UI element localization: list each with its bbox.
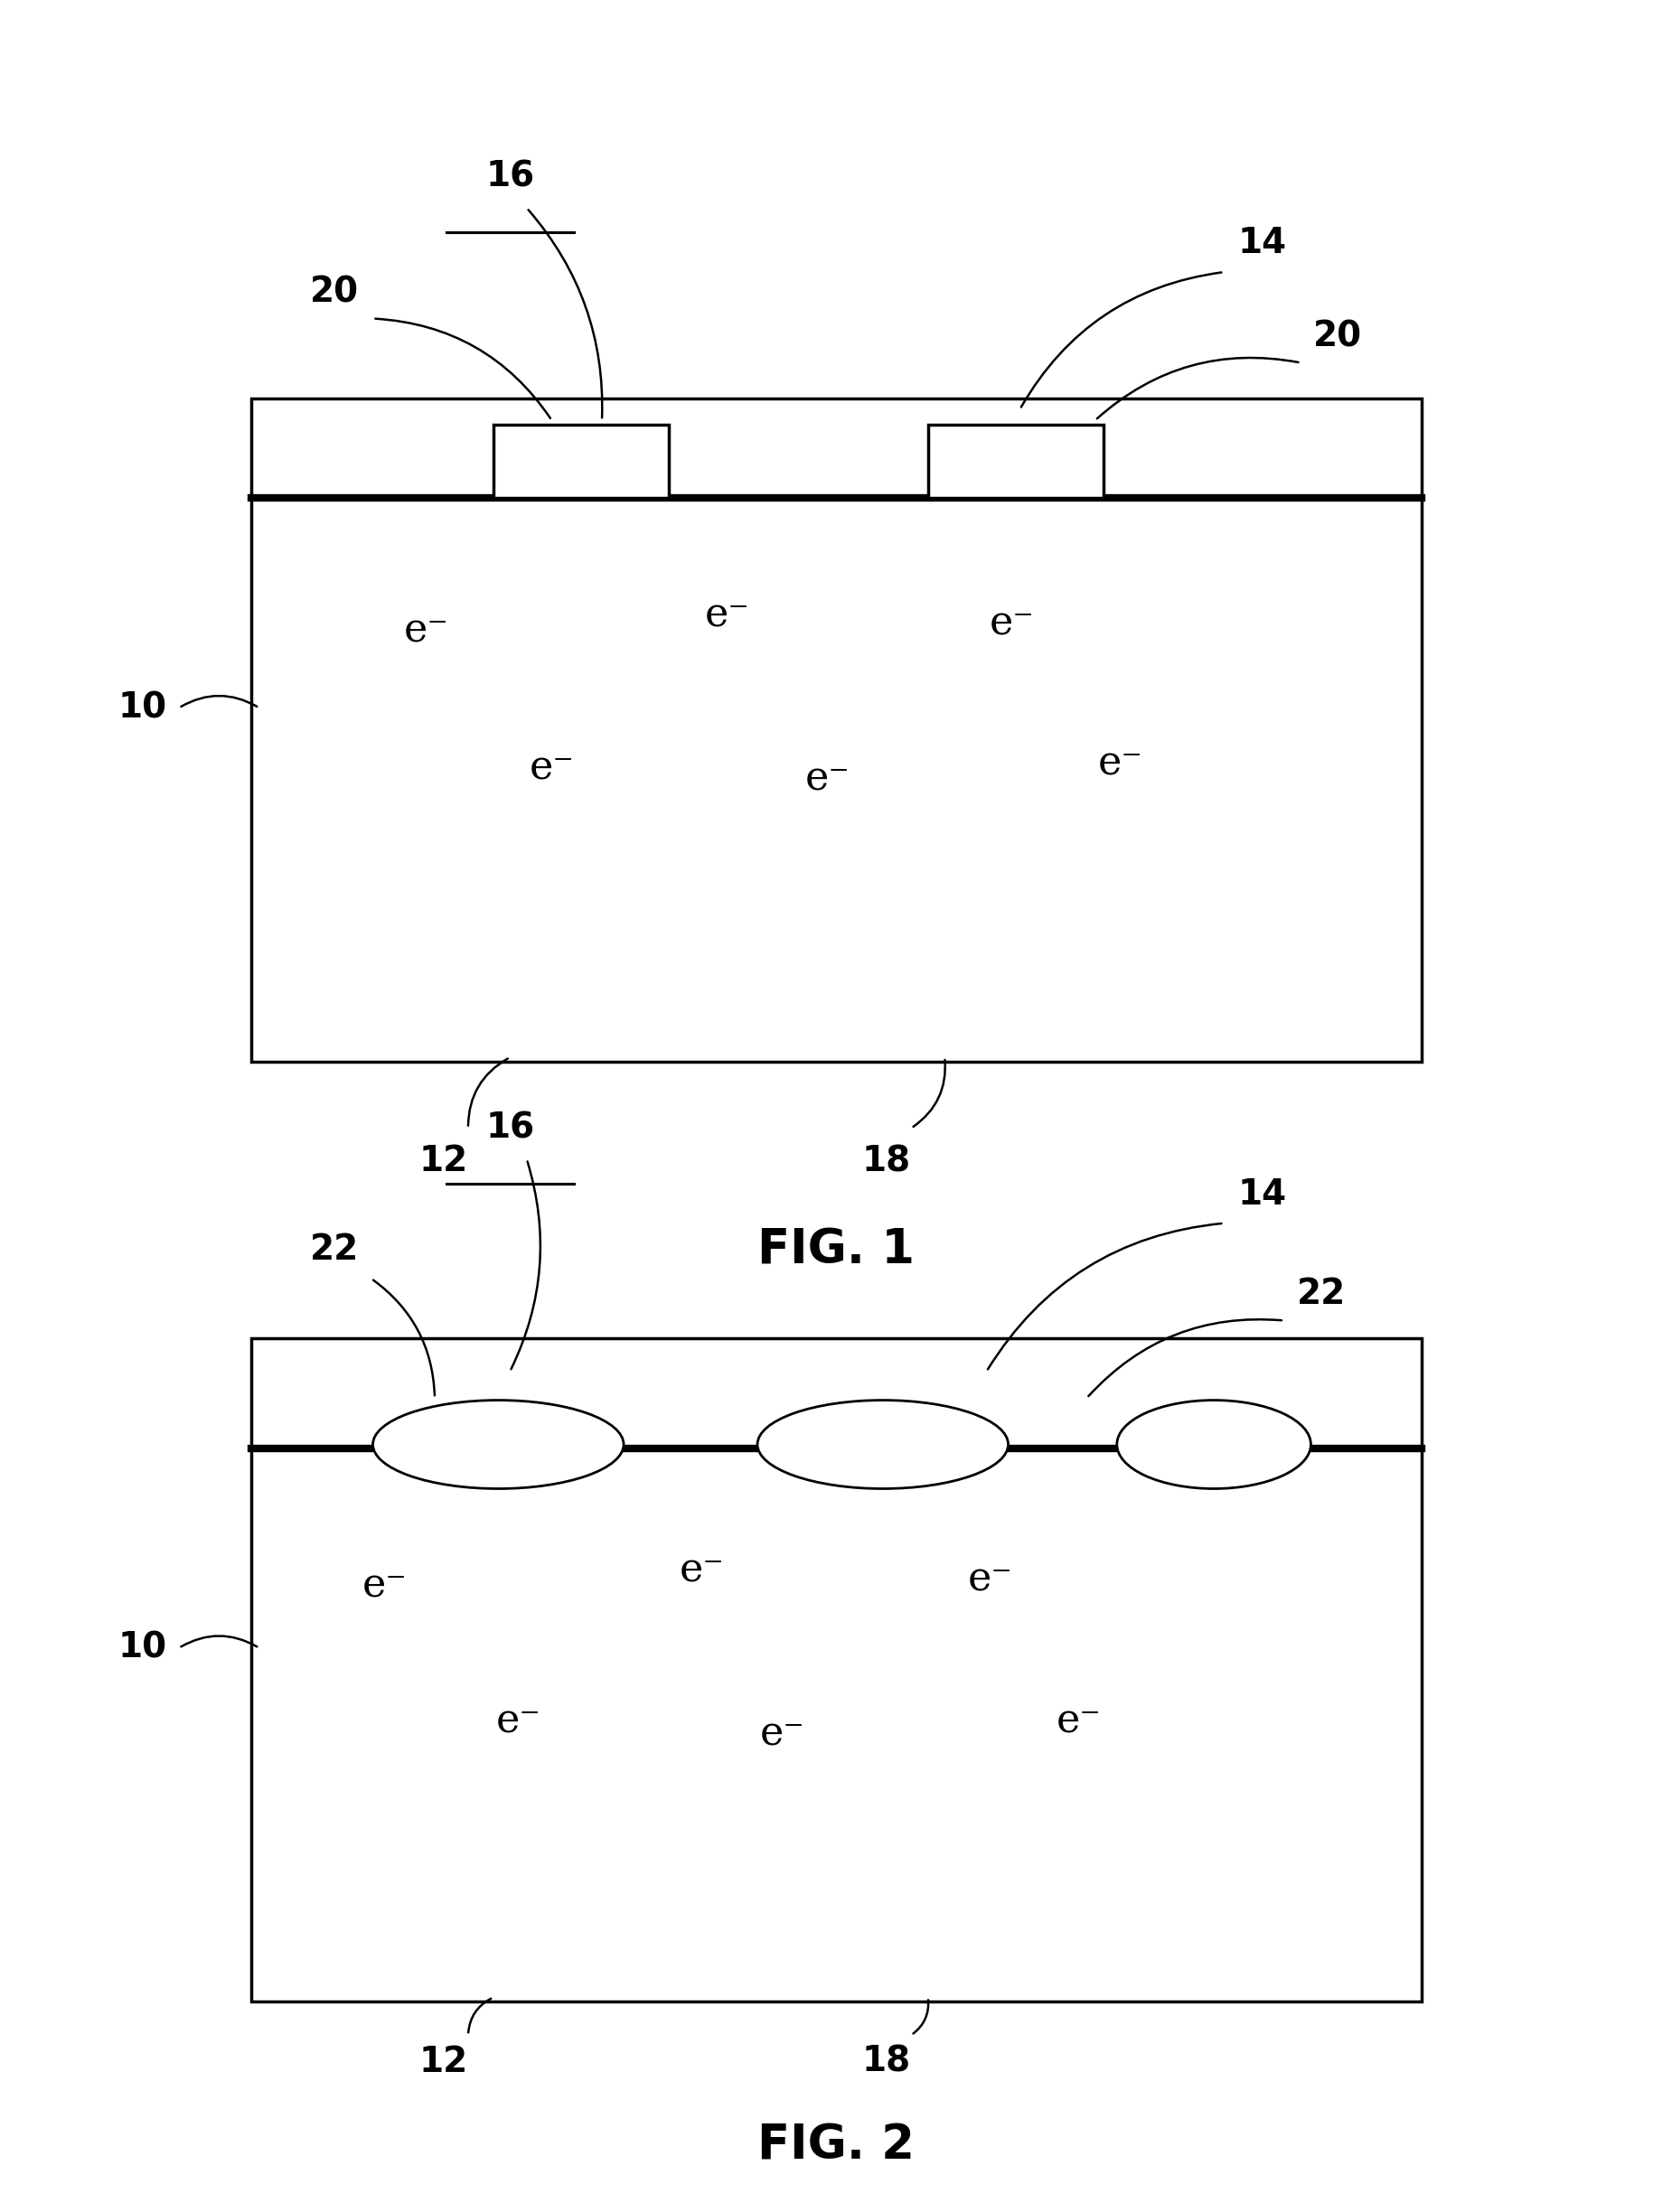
Text: e⁻: e⁻: [681, 1551, 724, 1590]
Text: e⁻: e⁻: [968, 1559, 1012, 1599]
Bar: [928, 425, 1104, 498]
Bar: [251, 1338, 1421, 2002]
Ellipse shape: [1117, 1400, 1311, 1489]
Text: 22: 22: [1296, 1276, 1346, 1312]
Text: 16: 16: [485, 1110, 535, 1146]
Text: 22: 22: [309, 1232, 359, 1267]
Text: 10: 10: [117, 690, 167, 726]
Text: e⁻: e⁻: [806, 759, 849, 799]
Text: 10: 10: [117, 1630, 167, 1666]
Text: e⁻: e⁻: [363, 1566, 406, 1606]
Text: e⁻: e⁻: [530, 748, 573, 787]
Text: e⁻: e⁻: [706, 595, 749, 635]
Text: 18: 18: [861, 2044, 911, 2079]
Text: 20: 20: [1313, 319, 1363, 354]
Text: 12: 12: [418, 2044, 468, 2079]
Bar: [251, 398, 1421, 1062]
Text: 14: 14: [1237, 1177, 1287, 1212]
Text: 12: 12: [418, 1144, 468, 1179]
Text: e⁻: e⁻: [497, 1701, 540, 1741]
Ellipse shape: [373, 1400, 624, 1489]
Text: FIG. 1: FIG. 1: [757, 1225, 915, 1274]
Text: 18: 18: [861, 1144, 911, 1179]
Text: e⁻: e⁻: [1057, 1701, 1100, 1741]
Bar: [493, 425, 669, 498]
Text: FIG. 2: FIG. 2: [757, 2121, 915, 2170]
Text: 16: 16: [485, 159, 535, 195]
Text: e⁻: e⁻: [761, 1714, 804, 1754]
Text: e⁻: e⁻: [990, 604, 1033, 644]
Text: e⁻: e⁻: [1099, 743, 1142, 783]
Text: 20: 20: [309, 274, 359, 310]
Ellipse shape: [757, 1400, 1008, 1489]
Text: 14: 14: [1237, 226, 1287, 261]
Text: e⁻: e⁻: [405, 611, 448, 650]
